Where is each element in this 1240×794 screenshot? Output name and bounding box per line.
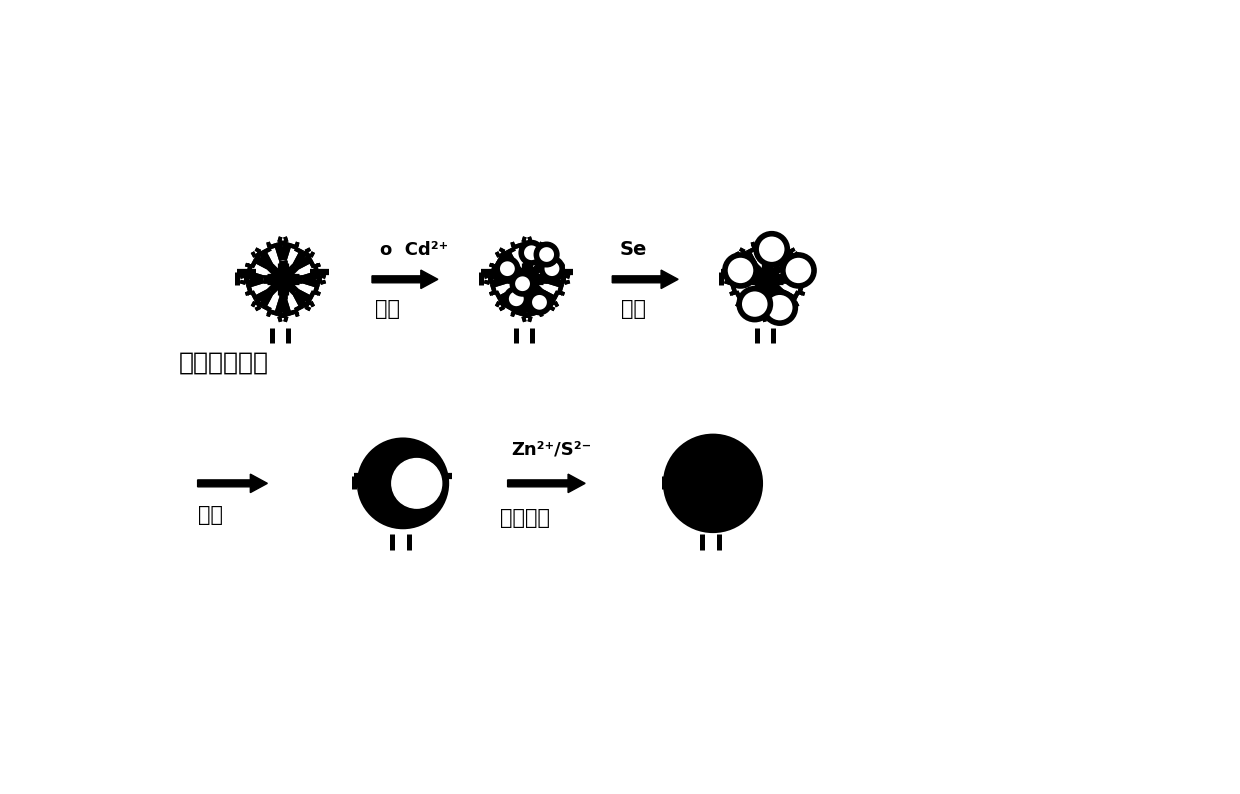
Circle shape	[512, 274, 533, 294]
Circle shape	[497, 259, 517, 279]
Circle shape	[529, 292, 549, 313]
FancyArrow shape	[507, 474, 585, 492]
Circle shape	[764, 292, 795, 323]
Text: o  Cd²⁺: o Cd²⁺	[379, 241, 448, 259]
Text: 生长: 生长	[197, 505, 223, 525]
Circle shape	[537, 245, 557, 264]
Circle shape	[542, 259, 562, 279]
FancyArrow shape	[372, 270, 438, 288]
Circle shape	[521, 242, 542, 263]
Text: 吸附: 吸附	[374, 299, 401, 318]
Text: Se: Se	[620, 240, 647, 259]
Circle shape	[665, 435, 761, 532]
Text: 生长壳层: 生长壳层	[501, 508, 551, 528]
Circle shape	[360, 441, 446, 526]
Text: 成核: 成核	[621, 299, 646, 318]
Circle shape	[392, 459, 441, 508]
Text: 超支化聚合物: 超支化聚合物	[179, 351, 268, 375]
Circle shape	[739, 288, 770, 320]
FancyArrow shape	[613, 270, 678, 288]
Circle shape	[725, 255, 756, 286]
FancyArrow shape	[197, 474, 268, 492]
Text: Zn²⁺/S²⁻: Zn²⁺/S²⁻	[511, 441, 591, 459]
Circle shape	[756, 233, 787, 264]
Circle shape	[506, 288, 527, 309]
Circle shape	[782, 255, 813, 286]
